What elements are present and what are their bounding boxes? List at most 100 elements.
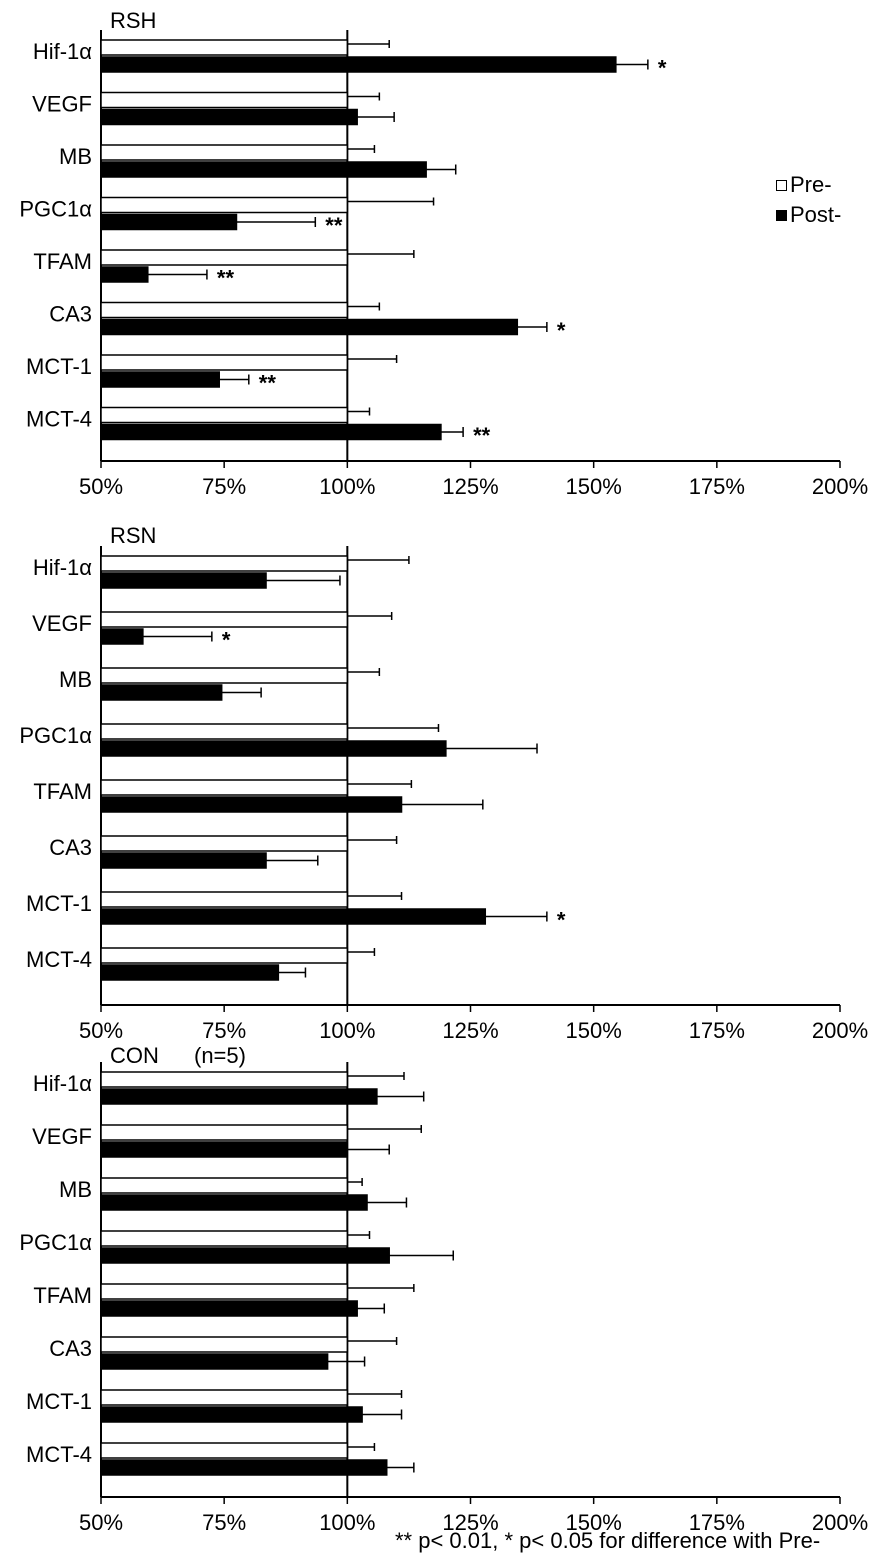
panel-1-category-label: TFAM: [33, 779, 92, 804]
panel-2-category-label: MCT-1: [26, 1389, 92, 1414]
panel-2-x-tick-label: 50%: [79, 1510, 123, 1535]
panel-1-pre-bar: [100, 555, 349, 572]
panel-2-pre-bar: [100, 1389, 349, 1406]
panel-1-x-tick-label: 125%: [442, 1018, 498, 1043]
panel-2-post-bar: [100, 1459, 388, 1476]
panel-1-category-label: MCT-4: [26, 947, 92, 972]
panel-0-pre-bar: [100, 196, 349, 214]
panel-0-post-bar: [100, 318, 519, 336]
panel-2-x-tick-label: 75%: [202, 1510, 246, 1535]
panel-0-significance-mark: *: [658, 56, 667, 81]
panel-0-significance-mark: *: [557, 318, 566, 343]
panel-2-category-label: PGC1α: [19, 1230, 92, 1255]
legend-swatch-post: [776, 209, 787, 221]
panel-2-x-tick-label: 150%: [566, 1510, 622, 1535]
panel-0-category-label: VEGF: [32, 92, 92, 117]
panel-1-x-tick-label: 75%: [202, 1018, 246, 1043]
panel-0-post-bar: [100, 423, 442, 441]
panel-1-title: RSN: [110, 523, 156, 548]
panel-1-category-label: PGC1α: [19, 723, 92, 748]
panel-1-post-bar: [100, 740, 447, 757]
panel-1-x-tick-label: 50%: [79, 1018, 123, 1043]
panel-1-post-bar: [100, 628, 144, 645]
panel-1-x-tick-label: 200%: [812, 1018, 868, 1043]
panel-1-pre-bar: [100, 779, 349, 796]
panel-0-pre-bar: [100, 91, 349, 109]
panel-0-category-label: MB: [59, 144, 92, 169]
panel-2-pre-bar: [100, 1177, 349, 1194]
panel-2-post-bar: [100, 1141, 349, 1158]
panel-2-category-label: CA3: [49, 1336, 92, 1361]
panel-0-pre-bar: [100, 144, 349, 161]
legend-item-post: Post-: [776, 200, 841, 230]
panel-0-post-bar: [100, 266, 149, 283]
panel-1-post-bar: [100, 908, 487, 925]
panel-2-pre-bar: [100, 1071, 349, 1088]
panel-0-pre-bar: [100, 301, 349, 319]
panel-2-post-bar: [100, 1088, 378, 1105]
panel-2-category-label: MB: [59, 1177, 92, 1202]
panel-0-category-label: CA3: [49, 302, 92, 327]
legend-label-post: Post-: [790, 202, 842, 227]
panel-0-significance-mark: **: [217, 266, 235, 291]
panel-2-post-bar: [100, 1300, 358, 1317]
panel-1-category-label: MB: [59, 667, 92, 692]
panel-0-significance-mark: **: [473, 423, 491, 448]
panel-1-pre-bar: [100, 667, 349, 684]
panel-2-post-bar: [100, 1194, 368, 1211]
panel-0-x-tick-label: 175%: [689, 474, 745, 499]
panel-0-post-bar: [100, 371, 220, 388]
panel-0-category-label: PGC1α: [19, 197, 92, 222]
panel-1-pre-bar: [100, 947, 349, 964]
panel-1-pre-bar: [100, 611, 349, 628]
panel-0-pre-bar: [100, 39, 349, 56]
panel-1-category-label: MCT-1: [26, 891, 92, 916]
panel-0-significance-mark: **: [259, 371, 277, 396]
panel-0-category-label: Hif-1α: [33, 39, 92, 64]
panel-2-pre-bar: [100, 1442, 349, 1459]
panel-1-x-tick-label: 175%: [689, 1018, 745, 1043]
panel-0-category-label: MCT-4: [26, 407, 92, 432]
legend: Pre- Post-: [776, 170, 841, 230]
panel-2-title: CON: [110, 1043, 159, 1068]
panel-0-pre-bar: [100, 354, 349, 371]
panel-2-category-label: VEGF: [32, 1124, 92, 1149]
panel-0-title: RSH: [110, 8, 156, 33]
panel-2-pre-bar: [100, 1124, 349, 1141]
panel-1-x-tick-label: 150%: [566, 1018, 622, 1043]
panel-1-post-bar: [100, 852, 267, 869]
panel-0-category-label: MCT-1: [26, 354, 92, 379]
panel-2-category-label: TFAM: [33, 1283, 92, 1308]
panel-0-x-tick-label: 50%: [79, 474, 123, 499]
legend-label-pre: Pre-: [790, 172, 832, 197]
panel-2-x-tick-label: 100%: [319, 1510, 375, 1535]
panel-2-subtitle: (n=5): [194, 1043, 246, 1068]
panel-1-category-label: CA3: [49, 835, 92, 860]
panel-0-x-tick-label: 150%: [566, 474, 622, 499]
panel-0-x-tick-label: 200%: [812, 474, 868, 499]
panel-0-significance-mark: **: [325, 213, 343, 238]
panel-2-pre-bar: [100, 1336, 349, 1353]
panel-0-x-tick-label: 100%: [319, 474, 375, 499]
panel-1-category-label: VEGF: [32, 611, 92, 636]
panel-0-post-bar: [100, 56, 617, 73]
panel-1-post-bar: [100, 684, 223, 701]
panel-0-pre-bar: [100, 249, 349, 266]
panel-1-significance-mark: *: [557, 908, 566, 933]
panel-0-pre-bar: [100, 406, 349, 424]
panel-2-post-bar: [100, 1247, 390, 1264]
panel-0-x-tick-label: 125%: [442, 474, 498, 499]
panel-1-pre-bar: [100, 835, 349, 852]
panel-2-x-tick-label: 125%: [442, 1510, 498, 1535]
legend-item-pre: Pre-: [776, 170, 841, 200]
panel-2-category-label: MCT-4: [26, 1442, 92, 1467]
panel-0-category-label: TFAM: [33, 249, 92, 274]
panel-1-pre-bar: [100, 891, 349, 908]
panel-1-category-label: Hif-1α: [33, 555, 92, 580]
panel-1-x-tick-label: 100%: [319, 1018, 375, 1043]
panel-1-post-bar: [100, 964, 280, 981]
panel-1-significance-mark: *: [222, 628, 231, 653]
panel-2-pre-bar: [100, 1283, 349, 1300]
panel-2-category-label: Hif-1α: [33, 1071, 92, 1096]
